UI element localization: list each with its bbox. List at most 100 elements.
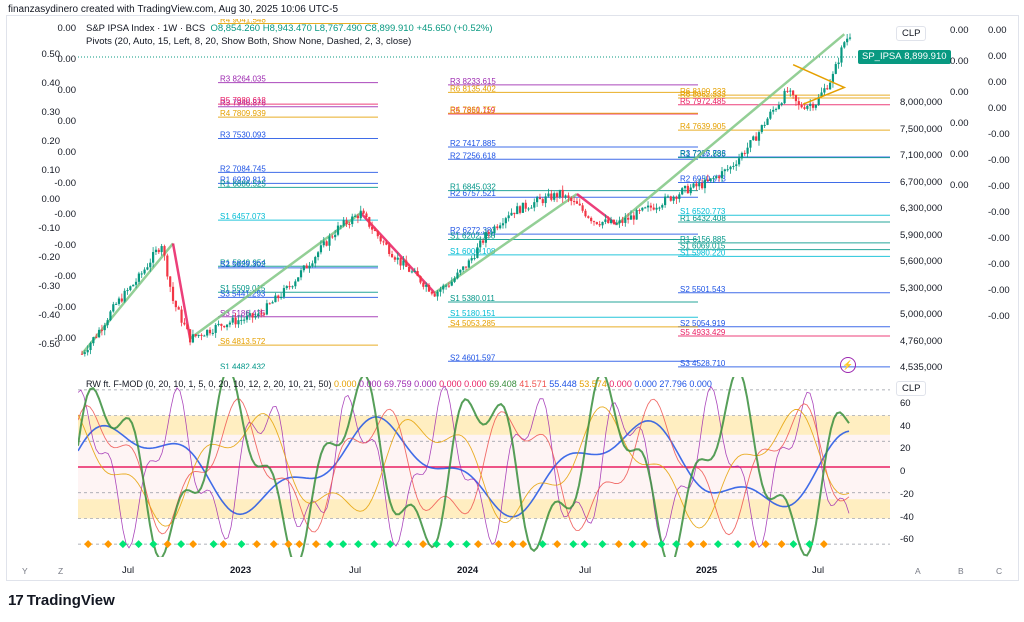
left-axis-tick-b: -0.00 xyxy=(54,240,76,251)
currency-button-main[interactable]: CLP xyxy=(896,26,927,41)
osc-legend-value: 0.000 xyxy=(436,379,462,389)
candle-body xyxy=(706,179,709,181)
signal-diamond xyxy=(295,540,304,549)
candle-body xyxy=(572,201,576,203)
candle-body xyxy=(166,255,169,277)
price-axis-tick: 4,535,000 xyxy=(900,362,943,373)
oscillator-axis-tick: -40 xyxy=(900,511,914,523)
candle-body xyxy=(220,323,223,326)
candle-body xyxy=(507,215,510,219)
candle-body xyxy=(214,324,217,333)
candle-body xyxy=(345,220,348,225)
candle-body xyxy=(240,319,243,321)
pivot-label: S1 6457.073 xyxy=(220,212,266,221)
candle-body xyxy=(422,282,425,287)
right-axis-tick-b: -0.00 xyxy=(988,181,1010,192)
candle-body xyxy=(157,249,160,253)
candle-body xyxy=(342,220,345,226)
pivot-label: R5 7980.618 xyxy=(220,96,266,105)
price-axis-tick: 5,600,000 xyxy=(900,256,943,267)
candle-body xyxy=(365,213,368,218)
currency-button-osc[interactable]: CLP xyxy=(896,381,927,396)
candle-body xyxy=(609,219,613,223)
b-icon[interactable]: B xyxy=(958,566,964,576)
left-axis-tick-b: -0.00 xyxy=(54,178,76,189)
pivots-label[interactable]: Pivots (20, Auto, 15, Left, 8, 20, Show … xyxy=(86,36,412,47)
price-axis-tick: 5,900,000 xyxy=(900,229,943,241)
right-axis-tick-b: -0.00 xyxy=(988,285,1010,296)
osc-legend-value: 53.574 xyxy=(576,379,607,389)
candle-body xyxy=(89,343,92,351)
signal-diamond xyxy=(252,540,261,549)
candle-body xyxy=(803,107,806,109)
candle-body xyxy=(513,212,516,215)
signal-diamond xyxy=(657,540,666,549)
candle-body xyxy=(675,196,678,200)
candle-body xyxy=(442,285,445,290)
y-icon[interactable]: Y xyxy=(22,566,28,576)
tradingview-brand[interactable]: 17 TradingView xyxy=(8,592,115,609)
symbol-label[interactable]: S&P IPSA Index · 1W · BCS xyxy=(86,23,206,34)
pivot-label: R1 5849.954 xyxy=(220,258,266,267)
candle-body xyxy=(578,203,581,206)
a-icon[interactable]: A xyxy=(915,566,921,576)
candle-body xyxy=(123,290,126,302)
left-axis-tick-b: 0.00 xyxy=(57,54,77,65)
right-axis-tick-a: 0.00 xyxy=(950,87,969,98)
candle-body xyxy=(137,273,140,282)
oscillator-name[interactable]: RW ft. F-MOD (0, 20, 10, 1, 5, 0, 20, 10… xyxy=(86,379,332,389)
candle-body xyxy=(106,320,109,326)
candle-body xyxy=(584,210,587,217)
candle-body xyxy=(171,286,175,301)
candle-body xyxy=(720,171,724,179)
c-icon[interactable]: C xyxy=(996,566,1003,576)
candle-body xyxy=(191,334,195,343)
candle-body xyxy=(288,286,291,288)
candle-body xyxy=(499,225,502,229)
x-axis-tick: 2025 xyxy=(696,565,718,576)
candle-body xyxy=(470,258,473,261)
candle-body xyxy=(265,303,268,315)
z-icon[interactable]: Z xyxy=(58,566,64,576)
candle-body xyxy=(248,313,251,316)
x-axis-tick: Jul xyxy=(122,565,135,576)
left-axis-tick: 0.20 xyxy=(41,136,61,147)
candle-body xyxy=(652,207,655,210)
candle-body xyxy=(541,199,544,204)
candle-body xyxy=(80,353,84,355)
signal-diamond xyxy=(404,540,413,549)
candle-body xyxy=(718,176,721,179)
candle-body xyxy=(624,217,627,223)
left-axis-tick-b: 0.00 xyxy=(57,85,77,96)
candle-body xyxy=(427,285,431,292)
pivot-label: R3 7530.093 xyxy=(220,130,266,139)
oscillator-pane[interactable] xyxy=(78,377,890,557)
pivot-label: S2 4601.597 xyxy=(450,353,496,362)
osc-purple-line xyxy=(78,385,850,549)
candle-body xyxy=(769,111,772,119)
osc-legend-value: 0.000 xyxy=(686,379,712,389)
candle-body xyxy=(783,90,786,104)
candle-body xyxy=(607,219,610,223)
pivot-label: R2 7084.745 xyxy=(220,164,266,173)
candle-body xyxy=(334,234,337,238)
signal-diamond xyxy=(84,540,93,549)
flash-icon[interactable]: ⚡ xyxy=(840,357,856,373)
candle-body xyxy=(587,216,590,218)
oscillator-axis-tick: 40 xyxy=(900,420,911,432)
candle-body xyxy=(817,96,820,105)
candle-body xyxy=(331,236,334,238)
candle-body xyxy=(319,245,323,253)
signal-diamond xyxy=(104,540,113,549)
pivot-label: R6 8100.233 xyxy=(680,87,726,96)
candle-body xyxy=(379,236,382,242)
pivot-label: S1 5980.220 xyxy=(680,248,726,257)
right-axis-tick-a: 0.00 xyxy=(950,25,969,36)
candle-body xyxy=(126,290,129,292)
candle-body xyxy=(792,90,795,96)
signal-diamond xyxy=(177,540,186,549)
left-axis-tick: -0.10 xyxy=(38,223,60,234)
pivot-label: R2 6272.383 xyxy=(450,226,496,235)
pivot-label: S1 6069.015 xyxy=(680,242,726,251)
